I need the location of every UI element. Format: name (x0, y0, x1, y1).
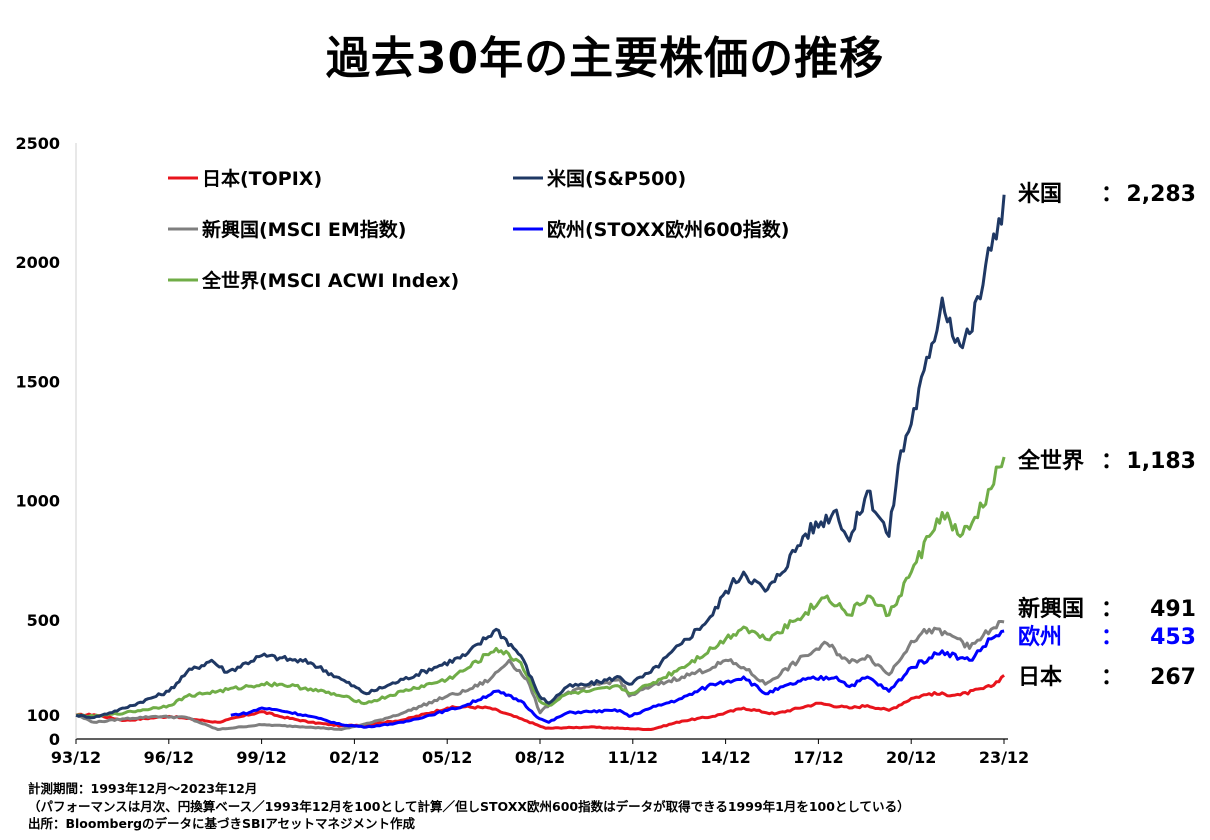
legend-label: 日本(TOPIX) (202, 167, 322, 190)
axes: 0 100 500 1000 1500 2000 2500 93/12 96/12 99/12 02… (15, 134, 1029, 767)
end-label-colon: ： (1101, 625, 1123, 650)
end-label-value: 1,183 (1126, 449, 1196, 474)
y-tick-label: 0 (49, 730, 60, 749)
end-label-name: 新興国 (1018, 596, 1084, 622)
x-tick-label: 05/12 (422, 748, 472, 767)
y-tick-label: 1500 (15, 372, 60, 391)
note-method: （パフォーマンスは月次、円換算ベース／1993年12月を100として計算／但しS… (28, 798, 910, 814)
x-tick-label: 96/12 (144, 748, 194, 767)
x-tick-label: 02/12 (329, 748, 379, 767)
end-label-colon: ： (1101, 449, 1123, 474)
legend: 日本(TOPIX) 米国(S&P500) 新興国(MSCI EM指数) 欧州(STOX… (168, 167, 789, 292)
end-label-colon: ： (1101, 182, 1123, 207)
end-label-value: 453 (1150, 625, 1196, 650)
chart-title: 過去30年の主要株価の推移 (325, 33, 885, 84)
y-tick-label: 2000 (15, 253, 60, 272)
end-label-name: 欧州 (1018, 624, 1062, 650)
x-tick-label: 20/12 (886, 748, 936, 767)
series-line-3 (230, 629, 1005, 729)
x-tick-label: 99/12 (236, 748, 286, 767)
legend-label: 欧州(STOXX欧州600指数) (547, 218, 789, 241)
end-label-value: 267 (1150, 665, 1196, 690)
y-tick-label: 1000 (15, 492, 60, 511)
end-label-name: 日本 (1018, 665, 1062, 690)
y-tick-label: 500 (27, 611, 60, 630)
x-tick-label: 08/12 (515, 748, 565, 767)
series-line-4 (75, 456, 1006, 719)
legend-label: 新興国(MSCI EM指数) (202, 218, 406, 241)
y-tick-label: 100 (27, 706, 60, 725)
series-line-2 (75, 620, 1005, 731)
series-line-0 (75, 674, 1005, 731)
end-label-value: 2,283 (1126, 182, 1196, 207)
series-lines (75, 194, 1006, 731)
x-tick-label: 14/12 (700, 748, 750, 767)
note-period: 計測期間：1993年12月～2023年12月 (28, 781, 258, 796)
end-label-name: 全世界 (1017, 448, 1084, 474)
end-label-value: 491 (1150, 597, 1196, 622)
legend-label: 全世界(MSCI ACWI Index) (201, 269, 459, 292)
end-label-colon: ： (1101, 665, 1123, 690)
end-label-colon: ： (1101, 597, 1123, 622)
legend-label: 米国(S&P500) (547, 167, 686, 190)
x-tick-label: 11/12 (608, 748, 658, 767)
x-tick-label: 17/12 (793, 748, 843, 767)
y-tick-label: 2500 (15, 134, 60, 153)
end-label-name: 米国 (1018, 182, 1062, 207)
series-line-1 (75, 194, 1006, 720)
x-tick-label: 93/12 (51, 748, 101, 767)
x-tick-label: 23/12 (979, 748, 1029, 767)
footnotes: 計測期間：1993年12月～2023年12月 （パフォーマンスは月次、円換算ベー… (28, 780, 910, 833)
note-source: 出所：Bloombergのデータに基づきSBIアセットマネジメント作成 (28, 816, 415, 831)
